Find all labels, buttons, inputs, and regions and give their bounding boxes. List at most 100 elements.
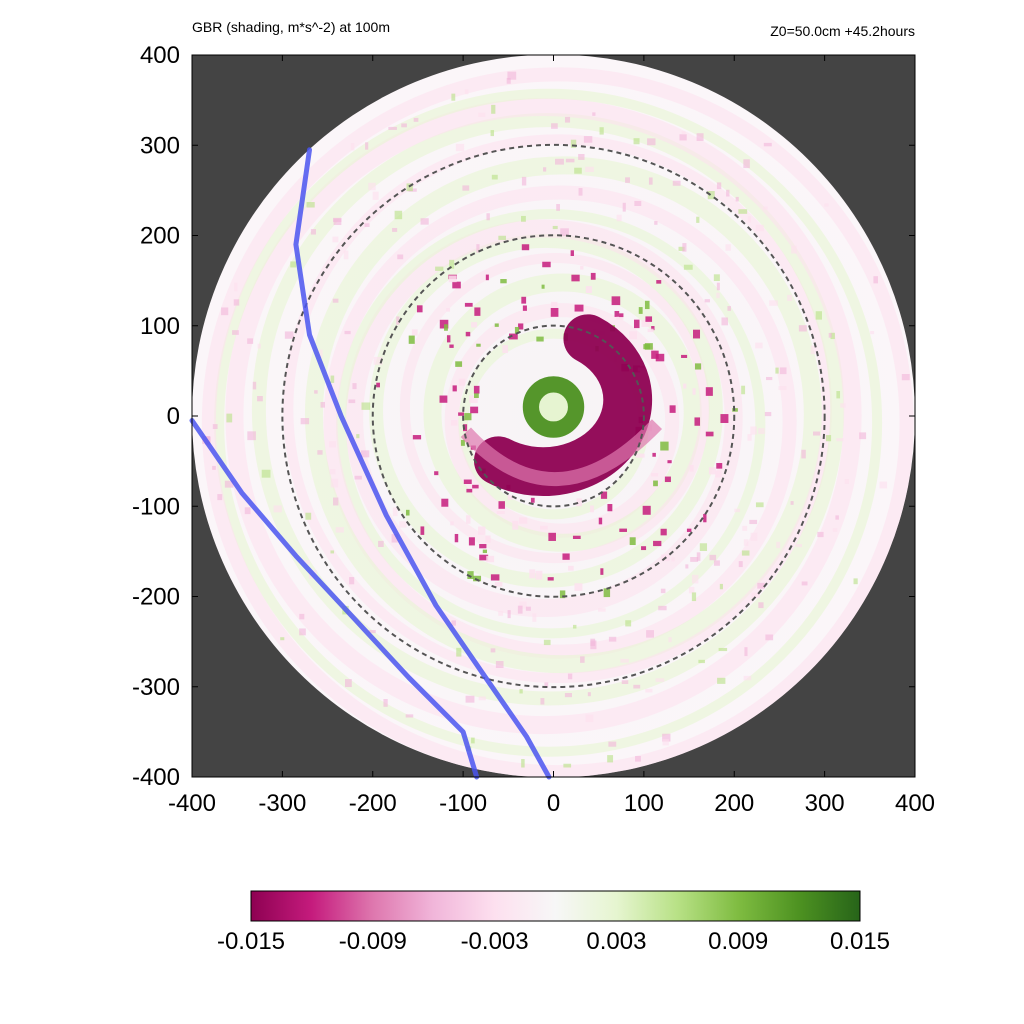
field-cell — [572, 535, 581, 539]
field-cell — [394, 210, 403, 220]
field-cell — [778, 386, 787, 391]
field-cell — [567, 673, 573, 680]
field-cell — [859, 432, 867, 440]
field-cell — [456, 647, 462, 657]
field-cell — [585, 714, 594, 723]
field-cell — [747, 434, 752, 441]
field-cell — [648, 177, 653, 185]
field-cell — [462, 424, 468, 432]
field-cell — [568, 565, 574, 571]
field-cell — [498, 501, 505, 509]
field-cell — [662, 733, 671, 742]
field-cell — [574, 167, 582, 174]
field-cell — [656, 280, 662, 284]
field-cell — [257, 395, 263, 402]
field-cell — [465, 331, 471, 337]
field-cell — [280, 637, 285, 641]
field-cell — [653, 540, 662, 547]
field-cell — [713, 274, 720, 282]
field-cell — [509, 333, 518, 340]
positive-eyewall-ring — [522, 376, 585, 438]
field-cell — [791, 245, 797, 254]
field-cell — [835, 515, 839, 520]
field-cell — [755, 342, 763, 349]
field-cell — [474, 393, 479, 398]
field-cell — [750, 532, 758, 541]
range-ring — [462, 324, 645, 508]
field-cell — [678, 246, 685, 251]
field-cell — [300, 418, 310, 425]
y-tick-label: 200 — [140, 223, 180, 250]
field-cell — [310, 229, 316, 235]
field-cell — [350, 143, 355, 151]
field-cell — [590, 505, 594, 513]
field-cell — [405, 714, 414, 718]
field-cell — [439, 395, 448, 403]
field-cell — [844, 479, 849, 484]
field-cell — [233, 299, 240, 306]
field-cell — [460, 439, 465, 446]
field-cell — [621, 680, 629, 684]
field-cell — [607, 504, 613, 512]
field-cell — [452, 281, 461, 289]
field-cell — [344, 330, 351, 335]
field-cell — [787, 294, 792, 302]
field-cell — [669, 405, 676, 413]
colorbar-tick-label: 0.009 — [708, 928, 768, 955]
field-cell — [633, 319, 640, 329]
field-cell — [365, 142, 369, 150]
field-cell — [683, 264, 693, 270]
field-cell — [352, 383, 357, 390]
field-cell — [551, 301, 558, 307]
field-cell — [413, 117, 419, 122]
field-cell — [622, 202, 626, 212]
field-cell — [625, 177, 630, 183]
field-cell — [565, 158, 575, 163]
field-cell — [473, 575, 482, 582]
field-cell — [476, 244, 480, 253]
field-cell — [555, 158, 564, 165]
field-cell — [540, 698, 545, 705]
field-cell — [391, 534, 398, 543]
field-band — [214, 88, 883, 757]
field-cell — [449, 344, 454, 348]
field-cell — [522, 305, 527, 311]
field-cell — [542, 261, 551, 268]
field-cell — [580, 656, 585, 663]
field-cell — [330, 375, 335, 383]
field-cell — [434, 471, 439, 476]
field-cell — [705, 431, 714, 437]
field-cell — [458, 412, 465, 416]
field-cell — [550, 307, 559, 317]
field-cell — [450, 521, 454, 526]
field-band — [369, 233, 723, 588]
field-cell — [694, 363, 702, 370]
field-cell — [801, 449, 806, 459]
field-cell — [446, 308, 451, 312]
field-cell — [715, 470, 722, 478]
field-cell — [496, 511, 505, 515]
field-cell — [490, 648, 496, 653]
field-cell — [349, 577, 355, 585]
field-cell — [716, 282, 720, 291]
field-band — [201, 67, 914, 778]
field-cell — [641, 319, 651, 327]
field-cell — [212, 465, 216, 470]
x-tick-label: 300 — [805, 790, 845, 817]
field-cell — [491, 174, 498, 180]
field-cell — [647, 328, 654, 333]
field-cell — [655, 353, 665, 362]
field-cell — [635, 755, 641, 762]
field-cell — [592, 112, 596, 116]
field-cell — [599, 127, 604, 135]
field-cell — [571, 274, 580, 282]
field-cell — [758, 602, 764, 609]
field-cell — [299, 628, 306, 636]
field-cell — [704, 299, 710, 303]
field-cell — [556, 204, 560, 211]
field-band — [323, 185, 797, 659]
field-cell — [454, 533, 459, 543]
field-cell — [703, 513, 707, 523]
field-cell — [284, 331, 294, 339]
field-cell — [261, 469, 271, 478]
